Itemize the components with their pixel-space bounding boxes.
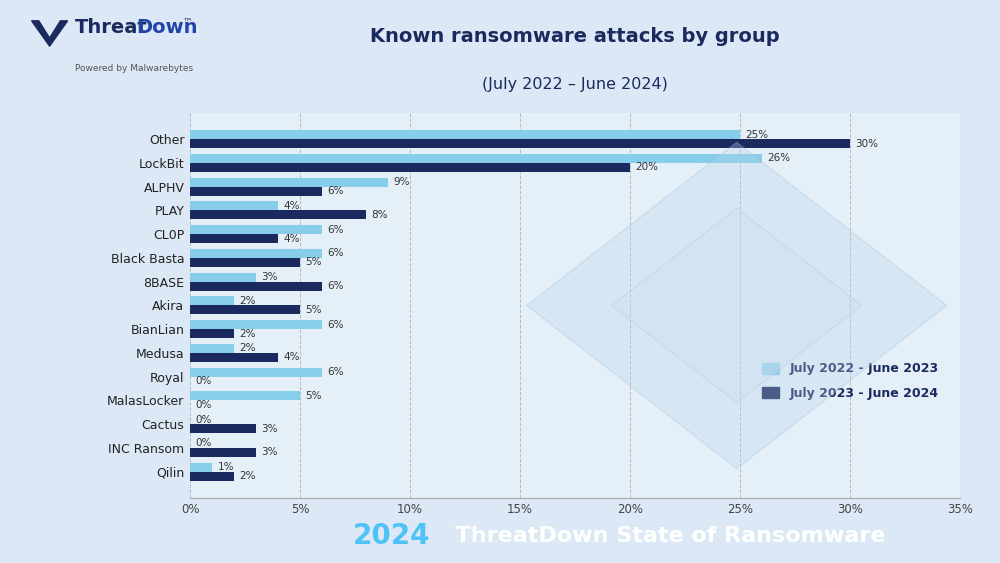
Polygon shape <box>612 208 862 403</box>
Text: 25%: 25% <box>746 129 769 140</box>
Bar <box>190 258 300 267</box>
Bar <box>190 272 256 282</box>
Text: 0%: 0% <box>196 400 212 410</box>
Text: 2024: 2024 <box>352 522 430 550</box>
Text: 0%: 0% <box>196 415 212 425</box>
Bar <box>190 391 300 400</box>
Bar <box>190 249 322 258</box>
Bar <box>190 202 278 211</box>
Bar <box>190 139 850 148</box>
Text: 6%: 6% <box>328 281 344 291</box>
Text: 6%: 6% <box>328 186 344 196</box>
Bar <box>190 130 740 139</box>
Bar <box>190 163 630 172</box>
Text: 5%: 5% <box>306 305 322 315</box>
Text: 26%: 26% <box>768 153 791 163</box>
Text: Down: Down <box>136 19 198 37</box>
Bar <box>190 353 278 362</box>
Bar <box>190 211 366 220</box>
Bar <box>190 424 256 433</box>
Bar <box>190 187 322 196</box>
Text: 0%: 0% <box>196 376 212 386</box>
Text: Threat: Threat <box>75 19 148 37</box>
Legend: July 2022 - June 2023, July 2023 - June 2024: July 2022 - June 2023, July 2023 - June … <box>754 355 946 407</box>
Text: 2%: 2% <box>240 343 256 354</box>
Bar <box>190 282 322 291</box>
Bar <box>190 154 762 163</box>
Text: 5%: 5% <box>306 391 322 401</box>
Text: 2%: 2% <box>240 329 256 339</box>
Text: Known ransomware attacks by group: Known ransomware attacks by group <box>370 26 780 46</box>
Text: 2%: 2% <box>240 296 256 306</box>
Text: 4%: 4% <box>284 352 300 363</box>
Text: (July 2022 – June 2024): (July 2022 – June 2024) <box>482 77 668 92</box>
Text: 0%: 0% <box>196 439 212 449</box>
Text: 1%: 1% <box>218 462 234 472</box>
Text: 6%: 6% <box>328 248 344 258</box>
Text: 6%: 6% <box>328 367 344 377</box>
Bar <box>190 225 322 234</box>
Polygon shape <box>527 142 947 468</box>
Text: ThreatDown State of Ransomware: ThreatDown State of Ransomware <box>440 526 886 546</box>
Text: 6%: 6% <box>328 225 344 235</box>
Text: Powered by Malwarebytes: Powered by Malwarebytes <box>75 64 193 73</box>
Bar <box>190 305 300 315</box>
Text: 2%: 2% <box>240 471 256 481</box>
Text: 9%: 9% <box>394 177 410 187</box>
Text: ™: ™ <box>183 16 193 26</box>
Text: 30%: 30% <box>856 138 879 149</box>
Bar <box>190 329 234 338</box>
Bar <box>190 472 234 481</box>
Text: 3%: 3% <box>262 448 278 458</box>
Bar <box>190 234 278 243</box>
Text: 3%: 3% <box>262 272 278 282</box>
Bar <box>190 344 234 353</box>
Bar <box>190 448 256 457</box>
Text: 20%: 20% <box>636 162 658 172</box>
Bar <box>190 178 388 187</box>
Text: 4%: 4% <box>284 201 300 211</box>
Text: 4%: 4% <box>284 234 300 244</box>
Text: 3%: 3% <box>262 424 278 434</box>
Text: 6%: 6% <box>328 320 344 330</box>
Bar <box>190 320 322 329</box>
Polygon shape <box>32 21 68 46</box>
Bar <box>190 368 322 377</box>
Bar <box>190 296 234 305</box>
Text: 8%: 8% <box>372 210 388 220</box>
Text: 5%: 5% <box>306 257 322 267</box>
Bar <box>190 463 212 472</box>
